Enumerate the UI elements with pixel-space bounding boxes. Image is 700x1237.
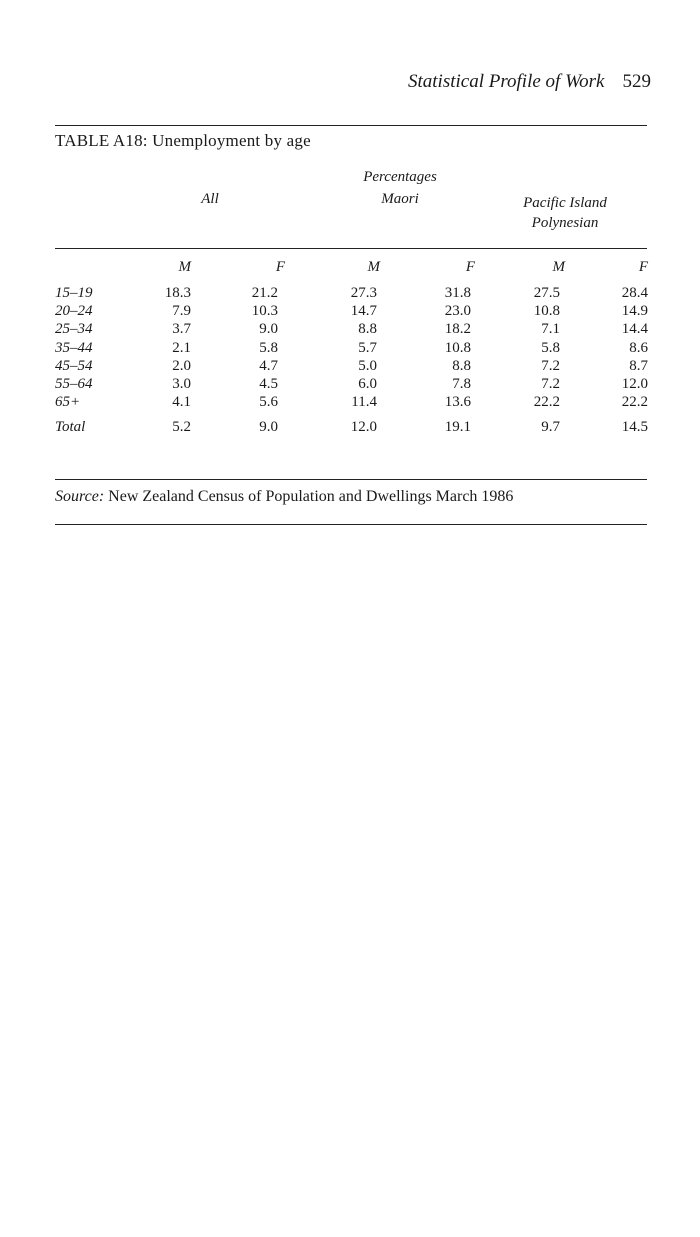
group-header-pacific-line2: Polynesian [531, 215, 599, 231]
cell-pacific-f: 8.7 [629, 357, 648, 374]
cell-pacific-m: 10.8 [533, 303, 560, 320]
total-label: Total [55, 419, 86, 436]
cell-total-all-m: 5.2 [172, 419, 191, 436]
cell-maori-f: 8.8 [452, 357, 471, 374]
cell-total-pacific-f: 14.5 [621, 419, 648, 436]
cell-pacific-f: 12.0 [621, 375, 648, 392]
cell-pacific-m: 27.5 [533, 285, 560, 301]
cell-all-f: 4.5 [259, 375, 278, 392]
cell-maori-f: 7.8 [452, 375, 471, 392]
age-label: 35–44 [55, 339, 93, 356]
cell-all-m: 3.0 [172, 375, 191, 392]
sub-header-maori-m: M [367, 259, 381, 275]
cell-maori-f: 31.8 [444, 285, 471, 301]
bottom-table-rule [55, 479, 647, 480]
cell-total-maori-f: 19.1 [444, 419, 471, 436]
source-note: Source: New Zealand Census of Population… [55, 488, 513, 506]
cell-all-m: 2.1 [172, 339, 191, 356]
age-label: 55–64 [55, 375, 93, 392]
cell-maori-f: 13.6 [444, 394, 471, 411]
cell-all-f: 4.7 [259, 357, 278, 374]
cell-maori-m: 5.0 [358, 357, 377, 374]
group-header-all: All [201, 191, 219, 207]
age-label: 15–19 [55, 285, 93, 301]
cell-all-m: 4.1 [172, 394, 191, 411]
cell-total-pacific-m: 9.7 [541, 419, 560, 436]
running-head: Statistical Profile of Work 529 [408, 71, 651, 93]
cell-pacific-m: 7.2 [541, 357, 560, 374]
cell-pacific-f: 8.6 [629, 339, 648, 356]
age-label: 20–24 [55, 303, 93, 320]
age-label: 25–34 [55, 321, 93, 338]
sub-header-all-f: F [275, 259, 285, 275]
unit-label: Percentages [363, 169, 437, 185]
cell-all-m: 18.3 [164, 285, 191, 301]
age-label: 65+ [55, 394, 81, 411]
cell-maori-f: 18.2 [444, 321, 471, 338]
cell-pacific-m: 5.8 [541, 339, 560, 356]
table-row-total: Total 5.2 9.0 12.0 19.1 9.7 14.5 [0, 419, 700, 437]
sub-header-pacific-f: F [638, 259, 648, 275]
cell-maori-m: 8.8 [358, 321, 377, 338]
header-rule [55, 248, 647, 249]
cell-all-f: 10.3 [251, 303, 278, 320]
table-title: TABLE A18: Unemployment by age [55, 131, 311, 150]
table-row: 65+ 4.1 5.6 11.4 13.6 22.2 22.2 [0, 394, 700, 412]
cell-pacific-f: 28.4 [621, 285, 648, 301]
cell-all-f: 5.8 [259, 339, 278, 356]
cell-all-m: 7.9 [172, 303, 191, 320]
cell-pacific-m: 22.2 [533, 394, 560, 411]
sub-header-all-m: M [178, 259, 192, 275]
sub-header-pacific-m: M [552, 259, 566, 275]
table-row: 55–64 3.0 4.5 6.0 7.8 7.2 12.0 [0, 376, 700, 394]
table-row: 35–44 2.1 5.8 5.7 10.8 5.8 8.6 [0, 340, 700, 358]
source-label: Source: [55, 488, 105, 505]
group-header-pacific-line1: Pacific Island [523, 195, 607, 211]
cell-maori-m: 11.4 [351, 394, 377, 411]
cell-all-f: 9.0 [259, 321, 278, 338]
table-row: 25–34 3.7 9.0 8.8 18.2 7.1 14.4 [0, 321, 700, 339]
cell-maori-m: 6.0 [358, 375, 377, 392]
cell-maori-m: 5.7 [358, 339, 377, 356]
age-label: 45–54 [55, 357, 93, 374]
cell-all-f: 21.2 [251, 285, 278, 301]
group-header-maori: Maori [381, 191, 419, 207]
footer-rule [55, 524, 647, 525]
cell-maori-m: 27.3 [350, 285, 377, 301]
table-row: 45–54 2.0 4.7 5.0 8.8 7.2 8.7 [0, 358, 700, 376]
table-body: 15–19 18.3 21.2 27.3 31.8 27.5 28.4 20–2… [0, 285, 700, 438]
cell-all-m: 3.7 [172, 321, 191, 338]
sub-header-maori-f: F [465, 259, 475, 275]
page-number: 529 [622, 71, 652, 92]
source-text: New Zealand Census of Population and Dwe… [108, 488, 514, 505]
cell-maori-m: 14.7 [350, 303, 377, 320]
cell-pacific-f: 14.9 [621, 303, 648, 320]
cell-all-m: 2.0 [172, 357, 191, 374]
running-head-title: Statistical Profile of Work [407, 71, 605, 92]
cell-pacific-f: 14.4 [621, 321, 648, 338]
cell-all-f: 5.6 [259, 394, 278, 411]
table-row: 20–24 7.9 10.3 14.7 23.0 10.8 14.9 [0, 303, 700, 321]
cell-pacific-m: 7.1 [541, 321, 560, 338]
cell-maori-f: 10.8 [444, 339, 471, 356]
cell-total-maori-m: 12.0 [350, 419, 377, 436]
top-rule [55, 125, 647, 126]
table-row: 15–19 18.3 21.2 27.3 31.8 27.5 28.4 [0, 285, 700, 303]
cell-maori-f: 23.0 [444, 303, 471, 320]
cell-pacific-m: 7.2 [541, 375, 560, 392]
cell-pacific-f: 22.2 [621, 394, 648, 411]
cell-total-all-f: 9.0 [259, 419, 278, 436]
